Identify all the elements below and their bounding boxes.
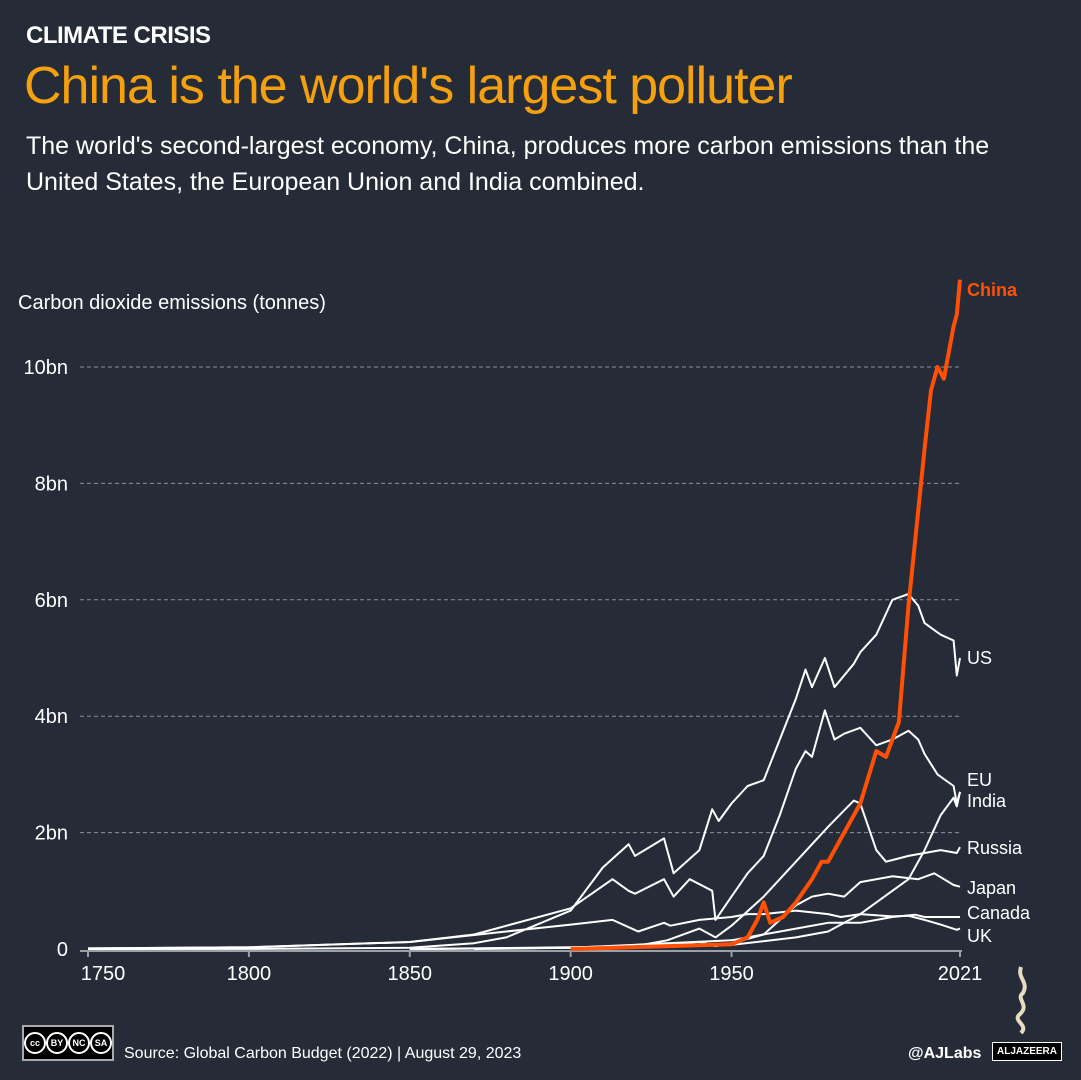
y-tick-label: 10bn: [24, 357, 69, 379]
line-chart: 0 2bn 4bn 6bn 8bn 10bn 1750 1800 1850 1900 1950 202…: [24, 279, 1031, 985]
x-tick-label: 1950: [709, 963, 754, 985]
kicker: CLIMATE CRISIS: [26, 22, 211, 49]
series-line-uk: [87, 909, 961, 950]
x-tick-label: 1850: [388, 963, 433, 985]
series-label-russia: Russia: [967, 838, 1023, 858]
series-label-china: China: [967, 280, 1018, 300]
y-tick-label: 4bn: [35, 706, 68, 728]
series-line-eu: [87, 709, 961, 950]
license-nc: NC: [68, 1032, 90, 1054]
series-line-india: [409, 791, 961, 950]
x-tick-label: 1750: [81, 963, 126, 985]
creative-commons-badge: cc BY NC SA: [22, 1025, 114, 1061]
x-tick-label: 2021: [938, 963, 983, 985]
series-line-japan: [474, 872, 961, 950]
series-label-canada: Canada: [967, 903, 1031, 923]
aljazeera-wordmark: ALJAZEERA: [992, 1042, 1063, 1061]
cc-icon: cc: [24, 1032, 46, 1054]
subtitle: The world's second-largest economy, Chin…: [26, 132, 990, 196]
series-line-russia: [409, 799, 961, 950]
y-tick-label: 8bn: [35, 473, 68, 495]
y-tick-label: 0: [57, 939, 68, 961]
series-line-us: [87, 593, 961, 950]
series-label-japan: Japan: [967, 878, 1016, 898]
x-tick-label: 1900: [548, 963, 593, 985]
y-tick-label: 2bn: [35, 823, 68, 845]
series-label-eu: EU: [967, 770, 992, 790]
y-tick-label: 6bn: [35, 590, 68, 612]
license-by: BY: [46, 1032, 68, 1054]
source-note: Source: Global Carbon Budget (2022) | Au…: [124, 1045, 522, 1062]
series-label-india: India: [967, 791, 1007, 811]
x-tick-label: 1800: [227, 963, 272, 985]
series-line-china: [570, 279, 962, 951]
series-label-us: US: [967, 648, 992, 668]
aljazeera-logo-icon: [1015, 966, 1027, 1035]
series-label-uk: UK: [967, 926, 992, 946]
social-handle: @AJLabs: [908, 1045, 982, 1062]
license-sa: SA: [90, 1032, 112, 1054]
y-axis-label: Carbon dioxide emissions (tonnes): [18, 292, 326, 314]
page-title: China is the world's largest polluter: [24, 57, 793, 115]
